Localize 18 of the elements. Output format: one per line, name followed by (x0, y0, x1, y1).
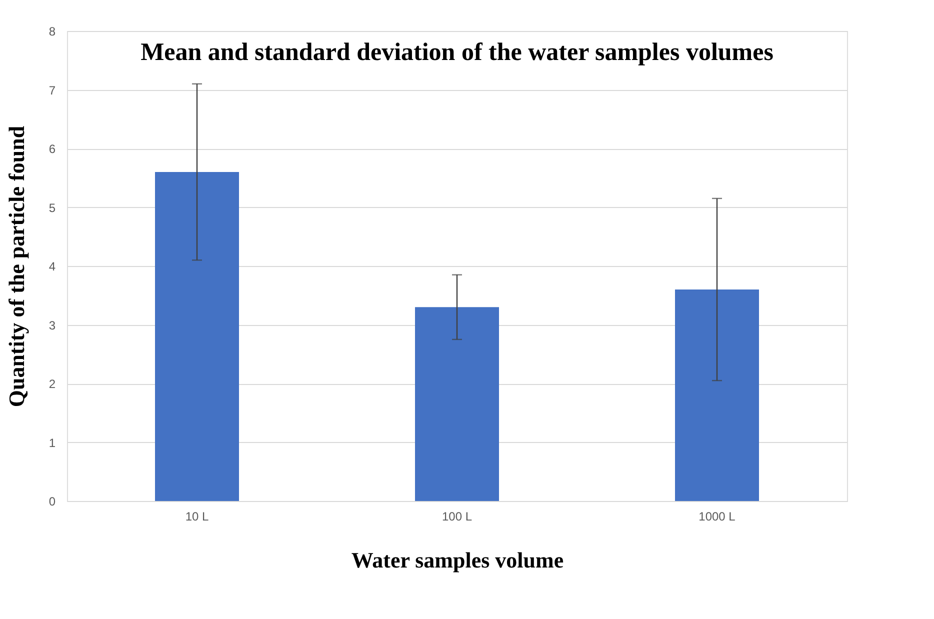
y-tick-label: 6 (48, 142, 56, 156)
x-axis-title: Water samples volume (351, 548, 564, 572)
y-tick-label: 0 (48, 494, 56, 508)
y-axis-title: Quantity of the particle found (4, 126, 29, 408)
y-tick-label: 1 (48, 436, 56, 450)
y-tick-label: 3 (48, 318, 56, 332)
y-tick-label: 8 (48, 24, 56, 38)
y-tick-label: 4 (48, 260, 56, 274)
y-tick-label: 7 (48, 83, 56, 98)
y-tick-label: 2 (48, 377, 56, 391)
bar (155, 172, 239, 501)
bar (675, 290, 759, 501)
bar (415, 307, 499, 501)
x-tick-label: 1000 L (698, 510, 736, 524)
x-tick-label: 100 L (442, 510, 472, 524)
x-tick-label: 10 L (185, 510, 209, 524)
y-tick-label: 5 (48, 200, 56, 215)
chart-title: Mean and standard deviation of the water samples volumes (140, 39, 774, 66)
